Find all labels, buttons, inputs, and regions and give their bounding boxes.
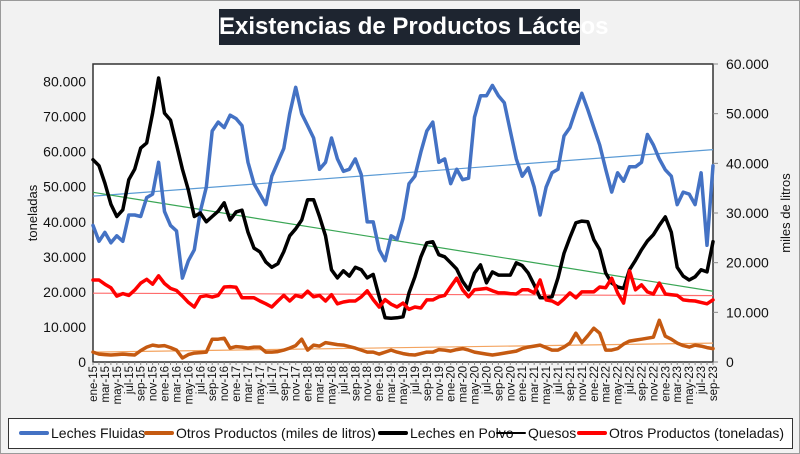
legend-item-otros-productos-litros: Otros Productos (miles de litros) (144, 425, 376, 441)
y-left-tick-label: 70.000 (43, 109, 86, 125)
x-tick-label: mar-19 (386, 366, 398, 402)
legend-item-quesos: Quesos (496, 425, 576, 441)
y-right-axis-title: miles de litros (778, 173, 793, 253)
x-tick-label: sep-21 (565, 366, 577, 401)
x-tick-label: nov-21 (577, 366, 589, 401)
series-line-otros-productos-miles-de-litros- (91, 318, 715, 360)
x-tick-label: mar-16 (171, 366, 183, 402)
x-tick-label: mar-21 (529, 366, 541, 402)
x-tick-label: may-15 (112, 366, 124, 404)
x-tick-label: may-17 (255, 366, 267, 404)
legend-swatch (378, 431, 408, 435)
x-tick-label: nov-22 (648, 366, 660, 401)
x-tick-label: mar-17 (243, 366, 255, 402)
x-tick-label: sep-18 (350, 366, 362, 401)
x-tick-label: mar-22 (601, 366, 613, 402)
x-tick-label: mar-15 (100, 366, 112, 402)
x-tick-label: sep-20 (493, 366, 505, 401)
legend-swatch (144, 431, 174, 435)
trendline-1 (92, 342, 714, 353)
x-tick-label: ene-23 (660, 366, 672, 402)
y-left-tick-label: 30.000 (43, 249, 86, 265)
legend-label: Quesos (528, 425, 577, 441)
y-right-tick-label: 50.000 (726, 106, 769, 122)
x-tick-label: ene-17 (231, 366, 243, 402)
x-tick-label: sep-17 (279, 366, 291, 401)
x-tick-label: may-16 (183, 366, 195, 404)
x-tick-label: ene-19 (374, 366, 386, 402)
y-left-tick-label: 20.000 (43, 284, 86, 300)
x-tick-label: jul-19 (410, 366, 422, 395)
x-tick-label: jul-18 (338, 366, 350, 395)
x-tick-label: sep-15 (136, 366, 148, 401)
legend-label: Otros Productos (toneladas) (609, 425, 785, 441)
y-right-tick-label: 20.000 (726, 255, 769, 271)
y-right-tick-label: 30.000 (726, 205, 769, 221)
x-tick-label: ene-15 (88, 366, 100, 402)
x-tick-label: may-22 (613, 366, 625, 404)
y-left-tick-label: 0 (78, 354, 86, 370)
x-tick-label: sep-16 (207, 366, 219, 401)
y-left-tick-label: 10.000 (43, 319, 86, 335)
legend-label: Leches Fluidas (51, 425, 146, 441)
x-tick-label: jul-22 (625, 366, 637, 395)
x-tick-label: jul-16 (195, 366, 207, 395)
x-tick-label: nov-18 (362, 366, 374, 401)
x-tick-label: jul-23 (696, 366, 708, 395)
x-tick-label: sep-23 (708, 366, 720, 401)
x-tick-label: nov-15 (148, 366, 160, 401)
x-tick-label: ene-21 (517, 366, 529, 402)
x-tick-label: mar-23 (672, 366, 684, 402)
chart-title: Existencias de Productos Lácteos (219, 9, 608, 45)
legend-swatch (496, 432, 526, 434)
y-left-tick-label: 60.000 (43, 144, 86, 160)
legend-swatch (19, 431, 49, 435)
y-left-axis-title: toneladas (25, 184, 40, 241)
y-left-tick-label: 40.000 (43, 214, 86, 230)
x-tick-label: may-18 (326, 366, 338, 404)
trendline-4 (92, 292, 714, 297)
x-tick-label: jul-17 (267, 366, 279, 395)
x-tick-label: ene-16 (160, 366, 172, 402)
legend-item-otros-productos-toneladas: Otros Productos (toneladas) (577, 425, 784, 441)
y-left-tick-label: 50.000 (43, 179, 86, 195)
x-tick-label: may-19 (398, 366, 410, 404)
trendline-2 (92, 191, 714, 292)
series-line-leches-fluidas (91, 83, 715, 280)
legend-label: Leches en Polvo (410, 425, 514, 441)
x-tick-label: ene-18 (303, 366, 315, 402)
x-tick-label: jul-20 (481, 366, 493, 395)
legend: Leches Fluidas Otros Productos (miles de… (8, 418, 793, 449)
legend-item-leches-fluidas: Leches Fluidas (19, 425, 145, 441)
x-tick-label: ene-20 (446, 366, 458, 402)
y-right-tick-label: 10.000 (726, 304, 769, 320)
y-left-tick-label: 80.000 (43, 74, 86, 90)
x-tick-label: ene-22 (589, 366, 601, 402)
x-tick-label: jul-21 (553, 366, 565, 395)
x-tick-label: mar-18 (315, 366, 327, 402)
x-tick-label: may-20 (470, 366, 482, 404)
x-tick-label: sep-22 (636, 366, 648, 401)
x-tick-label: may-23 (684, 366, 696, 404)
x-tick-label: jul-15 (124, 366, 136, 395)
legend-item-leches-en-polvo: Leches en Polvo (378, 425, 514, 441)
x-tick-label: sep-19 (422, 366, 434, 401)
trendline-0 (92, 149, 714, 197)
legend-label: Otros Productos (miles de litros) (176, 425, 376, 441)
x-tick-label: nov-20 (505, 366, 517, 401)
y-right-tick-label: 40.000 (726, 155, 769, 171)
x-tick-label: may-21 (541, 366, 553, 404)
x-tick-label: nov-19 (434, 366, 446, 401)
x-tick-label: nov-16 (219, 366, 231, 401)
legend-swatch (577, 431, 607, 435)
y-right-tick-label: 0 (726, 354, 734, 370)
x-tick-label: mar-20 (458, 366, 470, 402)
series-line-otros-productos-toneladas- (91, 269, 715, 312)
y-right-tick-label: 60.000 (726, 56, 769, 72)
x-tick-label: nov-17 (291, 366, 303, 401)
